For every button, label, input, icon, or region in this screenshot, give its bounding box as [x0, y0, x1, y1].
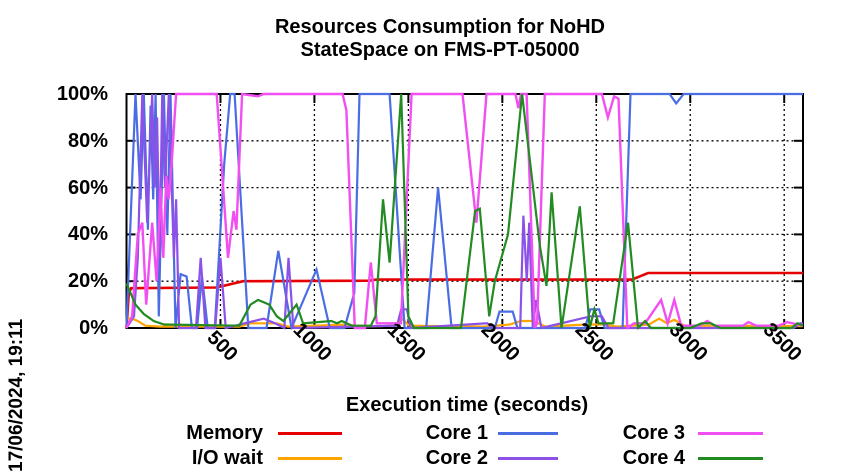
legend-label-core2: Core 2 — [425, 447, 488, 469]
y-tick-label: 0% — [79, 317, 108, 339]
chart-title-line1: Resources Consumption for NoHD — [274, 16, 606, 38]
y-tick-label: 60% — [67, 176, 108, 199]
series-core-3 — [125, 92, 804, 330]
legend-line-memory — [278, 432, 342, 435]
chart-title: Resources Consumption for NoHD StateSpac… — [15, 16, 850, 62]
y-tick-label: 80% — [67, 129, 108, 152]
legend-label-core4: Core 4 — [622, 447, 685, 469]
legend-label-memory: Memory — [186, 422, 263, 444]
y-tick-label: 100% — [56, 83, 108, 105]
x-axis-title: Execution time (seconds) — [345, 394, 589, 416]
y-tick-label: 20% — [67, 270, 108, 293]
timestamp-label: 17/06/2024, 19:11 — [6, 318, 27, 472]
legend-line-core1 — [498, 432, 558, 435]
chart-title-line2: StateSpace on FMS-PT-05000 — [300, 39, 580, 61]
series-core-4 — [125, 93, 804, 330]
y-tick-label: 40% — [67, 223, 108, 246]
legend-line-core3 — [698, 432, 763, 435]
legend-line-core4 — [698, 457, 763, 460]
legend-label-core3: Core 3 — [622, 422, 685, 444]
legend-line-io-wait — [278, 457, 342, 460]
legend-label-core1: Core 1 — [425, 422, 488, 444]
legend-label-io-wait: I/O wait — [191, 447, 263, 469]
legend-line-core2 — [498, 457, 558, 460]
